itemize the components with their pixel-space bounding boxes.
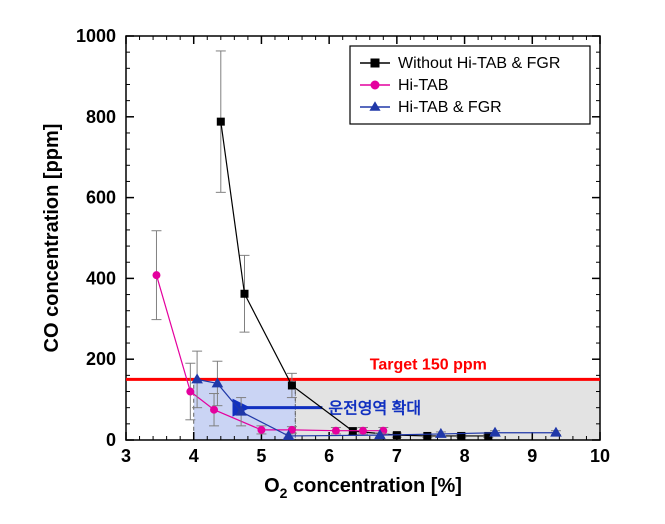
x-tick-label: 8 <box>460 446 470 466</box>
chart-svg: 3 4 5 6 7 8 9 10 0 200 400 600 800 1000 O2 concentrati… <box>0 0 665 524</box>
x-tick-label: 5 <box>256 446 266 466</box>
co-o2-chart: 3 4 5 6 7 8 9 10 0 200 400 600 800 1000 O2 concentrati… <box>0 0 665 524</box>
y-tick-label: 600 <box>86 188 116 208</box>
x-tick-label: 10 <box>590 446 610 466</box>
shaded-region <box>194 379 296 440</box>
target-line-label: Target 150 ppm <box>370 356 487 373</box>
x-tick-label: 6 <box>324 446 334 466</box>
y-tick-label: 0 <box>106 430 116 450</box>
legend-label: Without Hi-TAB & FGR <box>398 55 560 72</box>
legend-label: Hi-TAB <box>398 77 448 94</box>
y-tick-label: 800 <box>86 107 116 127</box>
y-tick-label: 1000 <box>76 26 116 46</box>
x-tick-label: 4 <box>189 446 199 466</box>
x-tick-label: 3 <box>121 446 131 466</box>
annotation-text: 운전영역 확대 <box>328 399 421 418</box>
y-axis-label: CO concentration [ppm] <box>41 124 63 353</box>
x-axis-label: O2 concentration [%] <box>264 475 462 501</box>
x-tick-label: 9 <box>527 446 537 466</box>
y-tick-label: 200 <box>86 349 116 369</box>
y-tick-label: 400 <box>86 268 116 288</box>
legend-label: Hi-TAB & FGR <box>398 99 502 116</box>
x-tick-label: 7 <box>392 446 402 466</box>
